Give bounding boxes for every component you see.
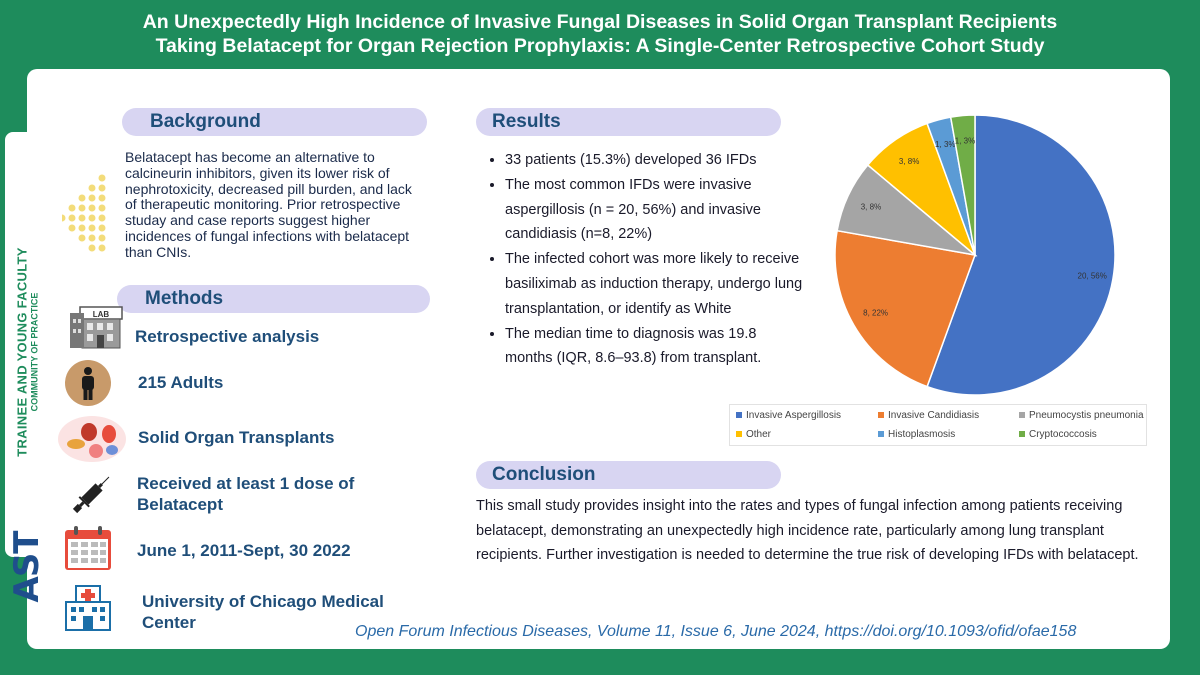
results-list: 33 patients (15.3%) developed 36 IFDs Th…	[487, 148, 805, 371]
sidebar-text: TRAINEE AND YOUNG FACULTY COMMUNITY OF P…	[15, 247, 40, 457]
legend-item-cryptococcosis: Cryptococcosis	[1019, 429, 1097, 440]
organs-icon	[58, 416, 126, 462]
method-retrospective: Retrospective analysis	[135, 327, 320, 346]
legend-swatch	[1019, 431, 1025, 438]
pie-legend: Invasive Aspergillosis Invasive Candidia…	[729, 404, 1147, 446]
pie-data-label: 1, 3%	[935, 140, 955, 149]
legend-label: Histoplasmosis	[888, 429, 956, 440]
legend-swatch	[1019, 412, 1025, 419]
hospital-icon	[65, 585, 111, 631]
legend-swatch	[736, 412, 742, 419]
syringe-icon	[72, 476, 110, 514]
legend-label: Invasive Candidiasis	[888, 410, 980, 421]
legend-item-aspergillosis: Invasive Aspergillosis	[736, 410, 841, 421]
legend-swatch	[878, 412, 884, 419]
sidebar-tab: TRAINEE AND YOUNG FACULTY COMMUNITY OF P…	[5, 132, 48, 603]
conclusion-heading: Conclusion	[476, 461, 781, 489]
ast-logo: AST	[7, 531, 47, 603]
background-heading: Background	[122, 108, 427, 136]
pie-data-label: 3, 8%	[861, 202, 881, 211]
calendar-icon	[65, 526, 111, 570]
pie-slice-invasive-aspergillosis	[926, 114, 1116, 396]
legend-label: Invasive Aspergillosis	[746, 410, 842, 421]
sidebar-line-1: TRAINEE AND YOUNG FACULTY	[14, 247, 30, 457]
citation: Open Forum Infectious Diseases, Volume 1…	[355, 623, 1077, 640]
legend-label: Other	[746, 429, 772, 440]
results-heading: Results	[476, 108, 781, 136]
pie-data-label: 20, 56%	[1078, 272, 1107, 281]
method-institution: University of Chicago Medical Center	[142, 592, 384, 632]
method-organ-transplants: Solid Organ Transplants	[138, 428, 335, 447]
legend-item-candidiasis: Invasive Candidiasis	[878, 410, 979, 421]
legend-label: Cryptococcosis	[1029, 429, 1097, 440]
legend-item-pneumocystis: Pneumocystis pneumonia	[1019, 410, 1144, 421]
method-belatacept: Received at least 1 dose of Belatacept	[137, 474, 355, 514]
sidebar-line-2: COMMUNITY OF PRACTICE	[29, 292, 40, 412]
result-bullet: The infected cohort was more likely to r…	[505, 247, 805, 321]
ifd-pie-chart: 20, 56% 8, 22% 3, 8% 3, 8% 1, 3% 1, 3%	[834, 114, 1116, 396]
method-date-range: June 1, 2011-Sept, 30 2022	[137, 541, 351, 560]
legend-item-histoplasmosis: Histoplasmosis	[878, 429, 955, 440]
pie-slice-invasive-candidiasis	[834, 229, 977, 388]
legend-swatch	[878, 431, 884, 438]
legend-item-other: Other	[736, 429, 771, 440]
lab-sign-text: LAB	[93, 310, 110, 319]
dots-decoration-icon	[62, 174, 106, 252]
pie-data-label: 8, 22%	[863, 308, 888, 317]
methods-heading: Methods	[117, 285, 430, 313]
person-icon	[65, 360, 111, 406]
result-bullet: 33 patients (15.3%) developed 36 IFDs	[505, 148, 805, 173]
lab-building-icon: LAB	[70, 306, 123, 349]
conclusion-text: This small study provides insight into t…	[476, 498, 1139, 563]
legend-swatch	[736, 431, 742, 438]
legend-label: Pneumocystis pneumonia	[1029, 410, 1144, 421]
background-text: Belatacept has become an alternative to …	[125, 149, 412, 260]
result-bullet: The most common IFDs were invasive asper…	[505, 173, 805, 247]
title-line-1: An Unexpectedly High Incidence of Invasi…	[142, 11, 1058, 33]
result-bullet: The median time to diagnosis was 19.8 mo…	[505, 322, 805, 372]
pie-data-label: 3, 8%	[899, 157, 919, 166]
pie-data-label: 1, 3%	[955, 137, 975, 146]
method-adults: 215 Adults	[138, 373, 224, 392]
title-line-2: Taking Belatacept for Organ Rejection Pr…	[155, 35, 1045, 57]
pie-slice-cryptococcosis	[949, 114, 976, 256]
poster-title: An Unexpectedly High Incidence of Invasi…	[0, 10, 1200, 58]
